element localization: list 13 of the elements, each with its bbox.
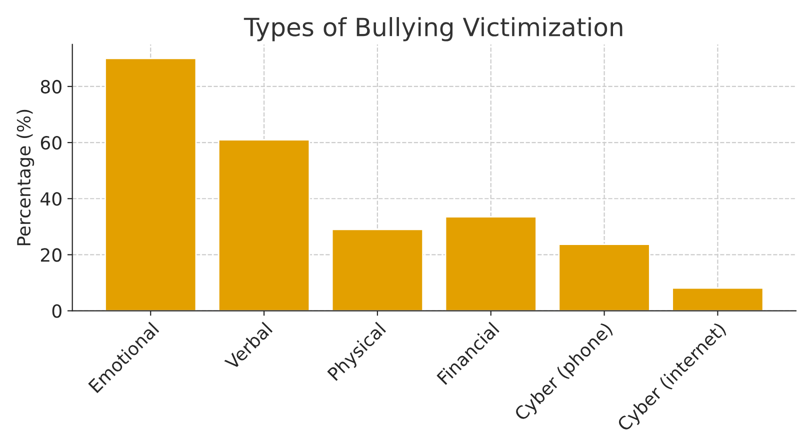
bar xyxy=(218,139,310,311)
y-tick-label: 0 xyxy=(52,304,62,318)
y-tick-label: 40 xyxy=(40,192,62,206)
bar xyxy=(444,216,537,311)
bar xyxy=(558,244,650,311)
y-axis-title: Percentage (%) xyxy=(16,110,34,246)
bar xyxy=(672,287,764,311)
bar xyxy=(104,58,197,311)
chart-title: Types of Bullying Victimization xyxy=(244,17,622,42)
bar xyxy=(331,228,424,311)
y-tick-label: 60 xyxy=(40,136,62,150)
y-tick-label: 80 xyxy=(40,80,62,94)
y-tick-label: 20 xyxy=(40,248,62,262)
